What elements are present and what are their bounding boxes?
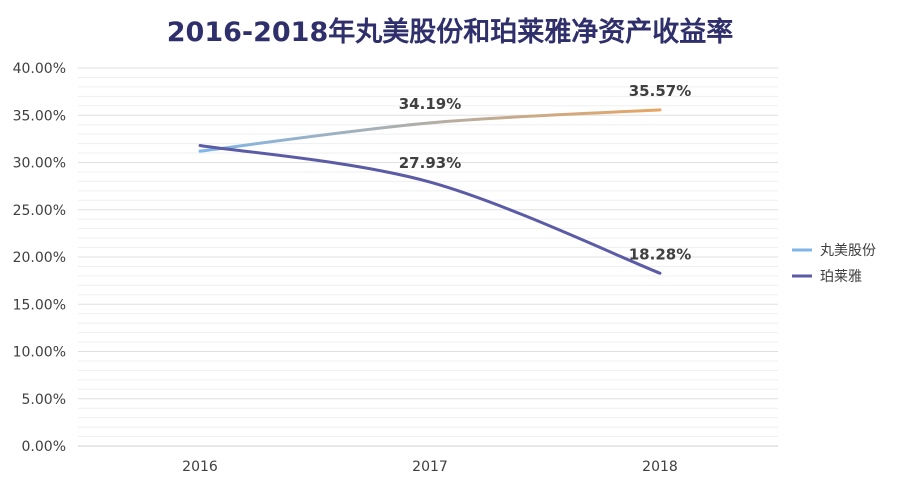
y-tick-label: 30.00%: [13, 156, 66, 172]
legend-label: 珀莱雅: [820, 269, 862, 285]
y-tick-label: 35.00%: [13, 108, 66, 124]
y-tick-label: 20.00%: [13, 250, 66, 266]
y-tick-label: 10.00%: [13, 345, 66, 361]
chart-title: 2016-2018年丸美股份和珀莱雅净资产收益率: [166, 17, 734, 48]
y-tick-label: 5.00%: [22, 392, 66, 408]
series-line-1: [198, 108, 662, 153]
legend-label: 丸美股份: [820, 243, 876, 259]
y-tick-label: 40.00%: [13, 61, 66, 77]
x-tick-label: 2018: [642, 459, 678, 475]
x-tick-label: 2017: [412, 459, 448, 475]
y-tick-label: 25.00%: [13, 203, 66, 219]
data-label: 18.28%: [629, 245, 691, 263]
series-line-2: [198, 143, 662, 275]
data-label: 35.57%: [629, 82, 691, 100]
y-tick-label: 0.00%: [22, 439, 66, 455]
y-tick-label: 15.00%: [13, 297, 66, 313]
data-label: 34.19%: [399, 95, 461, 113]
x-tick-label: 2016: [182, 459, 218, 475]
data-label: 27.93%: [399, 154, 461, 172]
